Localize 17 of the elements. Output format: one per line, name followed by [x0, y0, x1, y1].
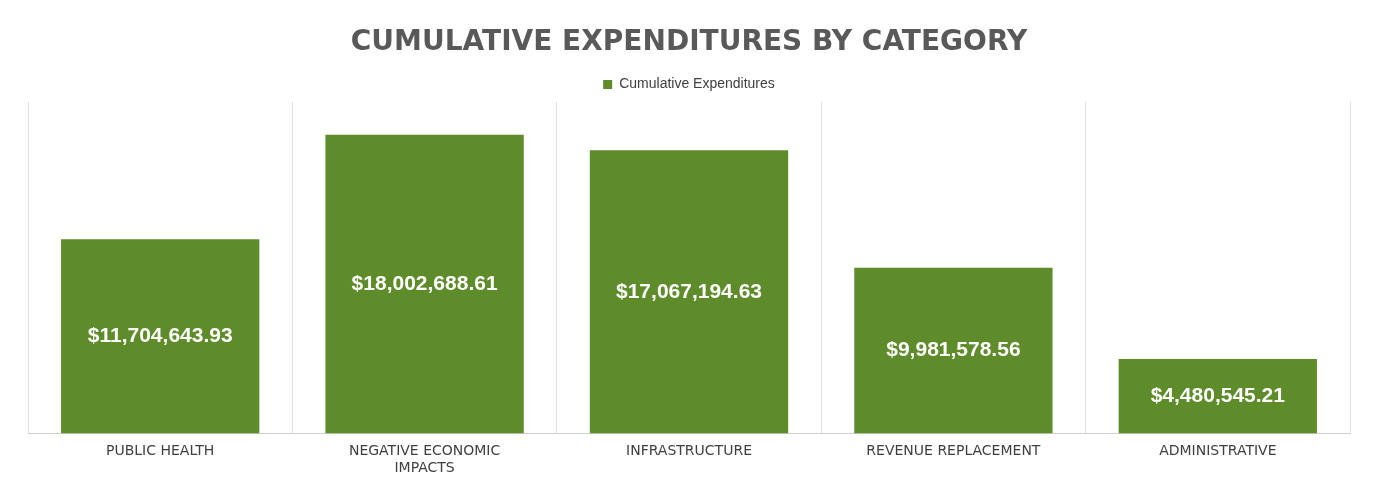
x-tick-label: REVENUE REPLACEMENT [866, 442, 1041, 459]
bar [854, 267, 1053, 434]
chart-title: CUMULATIVE EXPENDITURES BY CATEGORY [350, 24, 1028, 58]
data-label: $9,981,578.56 [886, 337, 1021, 361]
x-tick-label: INFRASTRUCTURE [626, 442, 752, 459]
bar [589, 150, 789, 434]
data-label: $4,480,545.21 [1150, 383, 1286, 407]
x-tick-label: ADMINISTRATIVE [1159, 442, 1277, 459]
x-tick-label: NEGATIVE ECONOMIC IMPACTS [348, 442, 501, 476]
data-label: $11,704,643.93 [87, 323, 233, 347]
data-label: $17,067,194.63 [616, 278, 762, 302]
data-label: $18,002,688.61 [351, 270, 498, 294]
bar [325, 134, 524, 434]
legend-label: Cumulative Expenditures [619, 75, 775, 92]
x-tick-label: PUBLIC HEALTH [106, 442, 215, 459]
bar [61, 239, 260, 434]
bar [1118, 359, 1317, 434]
